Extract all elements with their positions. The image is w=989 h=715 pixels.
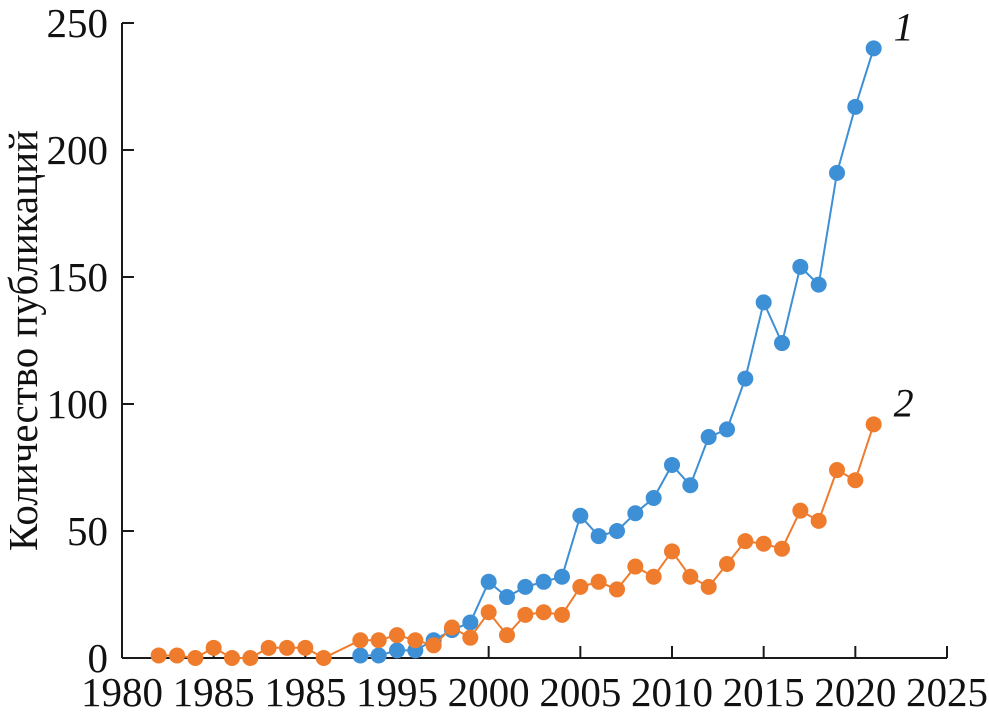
data-point — [829, 164, 845, 181]
x-tick-label: 1980 — [81, 669, 163, 715]
series-line-1 — [360, 48, 875, 657]
series-2: 2 — [150, 380, 914, 666]
data-point — [279, 639, 295, 656]
data-point — [169, 647, 185, 664]
y-tick-label: 100 — [47, 381, 109, 427]
data-point — [700, 429, 717, 446]
data-point — [462, 614, 479, 631]
data-point — [572, 507, 589, 524]
y-tick-label: 200 — [47, 127, 109, 173]
series-1: 1 — [352, 4, 914, 664]
series-label-1: 1 — [894, 4, 914, 49]
x-tick-label: 2005 — [539, 669, 621, 715]
data-point — [480, 573, 497, 590]
data-point — [370, 647, 387, 664]
axes — [121, 23, 947, 659]
data-point — [755, 294, 772, 311]
data-point — [352, 632, 369, 649]
data-point — [590, 528, 607, 545]
data-point — [682, 568, 699, 585]
data-point — [737, 370, 754, 387]
data-point — [517, 578, 534, 595]
data-point — [755, 535, 772, 552]
data-point — [370, 632, 387, 649]
data-point — [389, 627, 405, 644]
y-tick-label: 50 — [67, 508, 108, 554]
data-point — [297, 639, 314, 656]
y-tick-label: 0 — [88, 635, 109, 681]
data-point — [590, 573, 607, 590]
x-tick-label: 2025 — [906, 669, 988, 715]
x-tick-label: 1995 — [356, 669, 438, 715]
data-point — [627, 505, 644, 522]
data-point — [187, 650, 204, 666]
data-point — [535, 573, 552, 590]
data-point — [737, 533, 754, 550]
data-point — [865, 416, 882, 433]
data-point — [517, 606, 534, 623]
data-point — [645, 489, 662, 506]
data-point — [774, 335, 790, 352]
data-point — [499, 589, 515, 606]
data-point — [829, 462, 845, 479]
data-point — [444, 619, 460, 636]
data-point — [554, 568, 570, 585]
data-point — [627, 558, 644, 575]
x-tick-label: 1985 — [173, 669, 255, 715]
y-axis-label: Количество публикаций — [0, 130, 46, 551]
series: 12 — [150, 4, 914, 666]
y-tick-label: 250 — [47, 0, 109, 46]
series-label-2: 2 — [894, 380, 914, 425]
data-point — [774, 540, 790, 557]
data-point — [480, 604, 497, 621]
x-tick-label: 2020 — [814, 669, 896, 715]
data-point — [389, 642, 405, 659]
data-point — [572, 578, 589, 595]
data-point — [682, 477, 699, 494]
data-point — [260, 639, 277, 656]
data-point — [847, 472, 864, 489]
data-point — [719, 421, 735, 438]
data-point — [407, 632, 424, 649]
y-tick-label: 150 — [47, 254, 109, 300]
data-point — [792, 258, 809, 275]
data-point — [865, 40, 882, 57]
data-point — [609, 581, 625, 598]
data-point — [462, 629, 479, 646]
data-point — [150, 647, 167, 664]
data-point — [352, 647, 369, 664]
data-point — [664, 456, 680, 473]
x-tick-label: 2010 — [631, 669, 713, 715]
data-point — [700, 578, 717, 595]
data-point — [847, 98, 864, 115]
data-point — [242, 650, 259, 666]
data-point — [425, 637, 442, 654]
data-point — [810, 512, 827, 529]
data-point — [554, 606, 570, 623]
data-point — [810, 276, 827, 293]
data-point — [499, 627, 515, 644]
data-point — [205, 639, 222, 656]
data-point — [609, 523, 625, 539]
x-tick-label: 2015 — [723, 669, 805, 715]
data-point — [664, 543, 680, 560]
x-tick-label: 2000 — [448, 669, 530, 715]
data-point — [792, 502, 809, 519]
data-point — [719, 556, 735, 573]
data-point — [315, 650, 332, 666]
data-point — [224, 650, 240, 666]
x-tick-label: 1985 — [264, 669, 346, 715]
data-point — [535, 604, 552, 621]
data-point — [645, 568, 662, 585]
